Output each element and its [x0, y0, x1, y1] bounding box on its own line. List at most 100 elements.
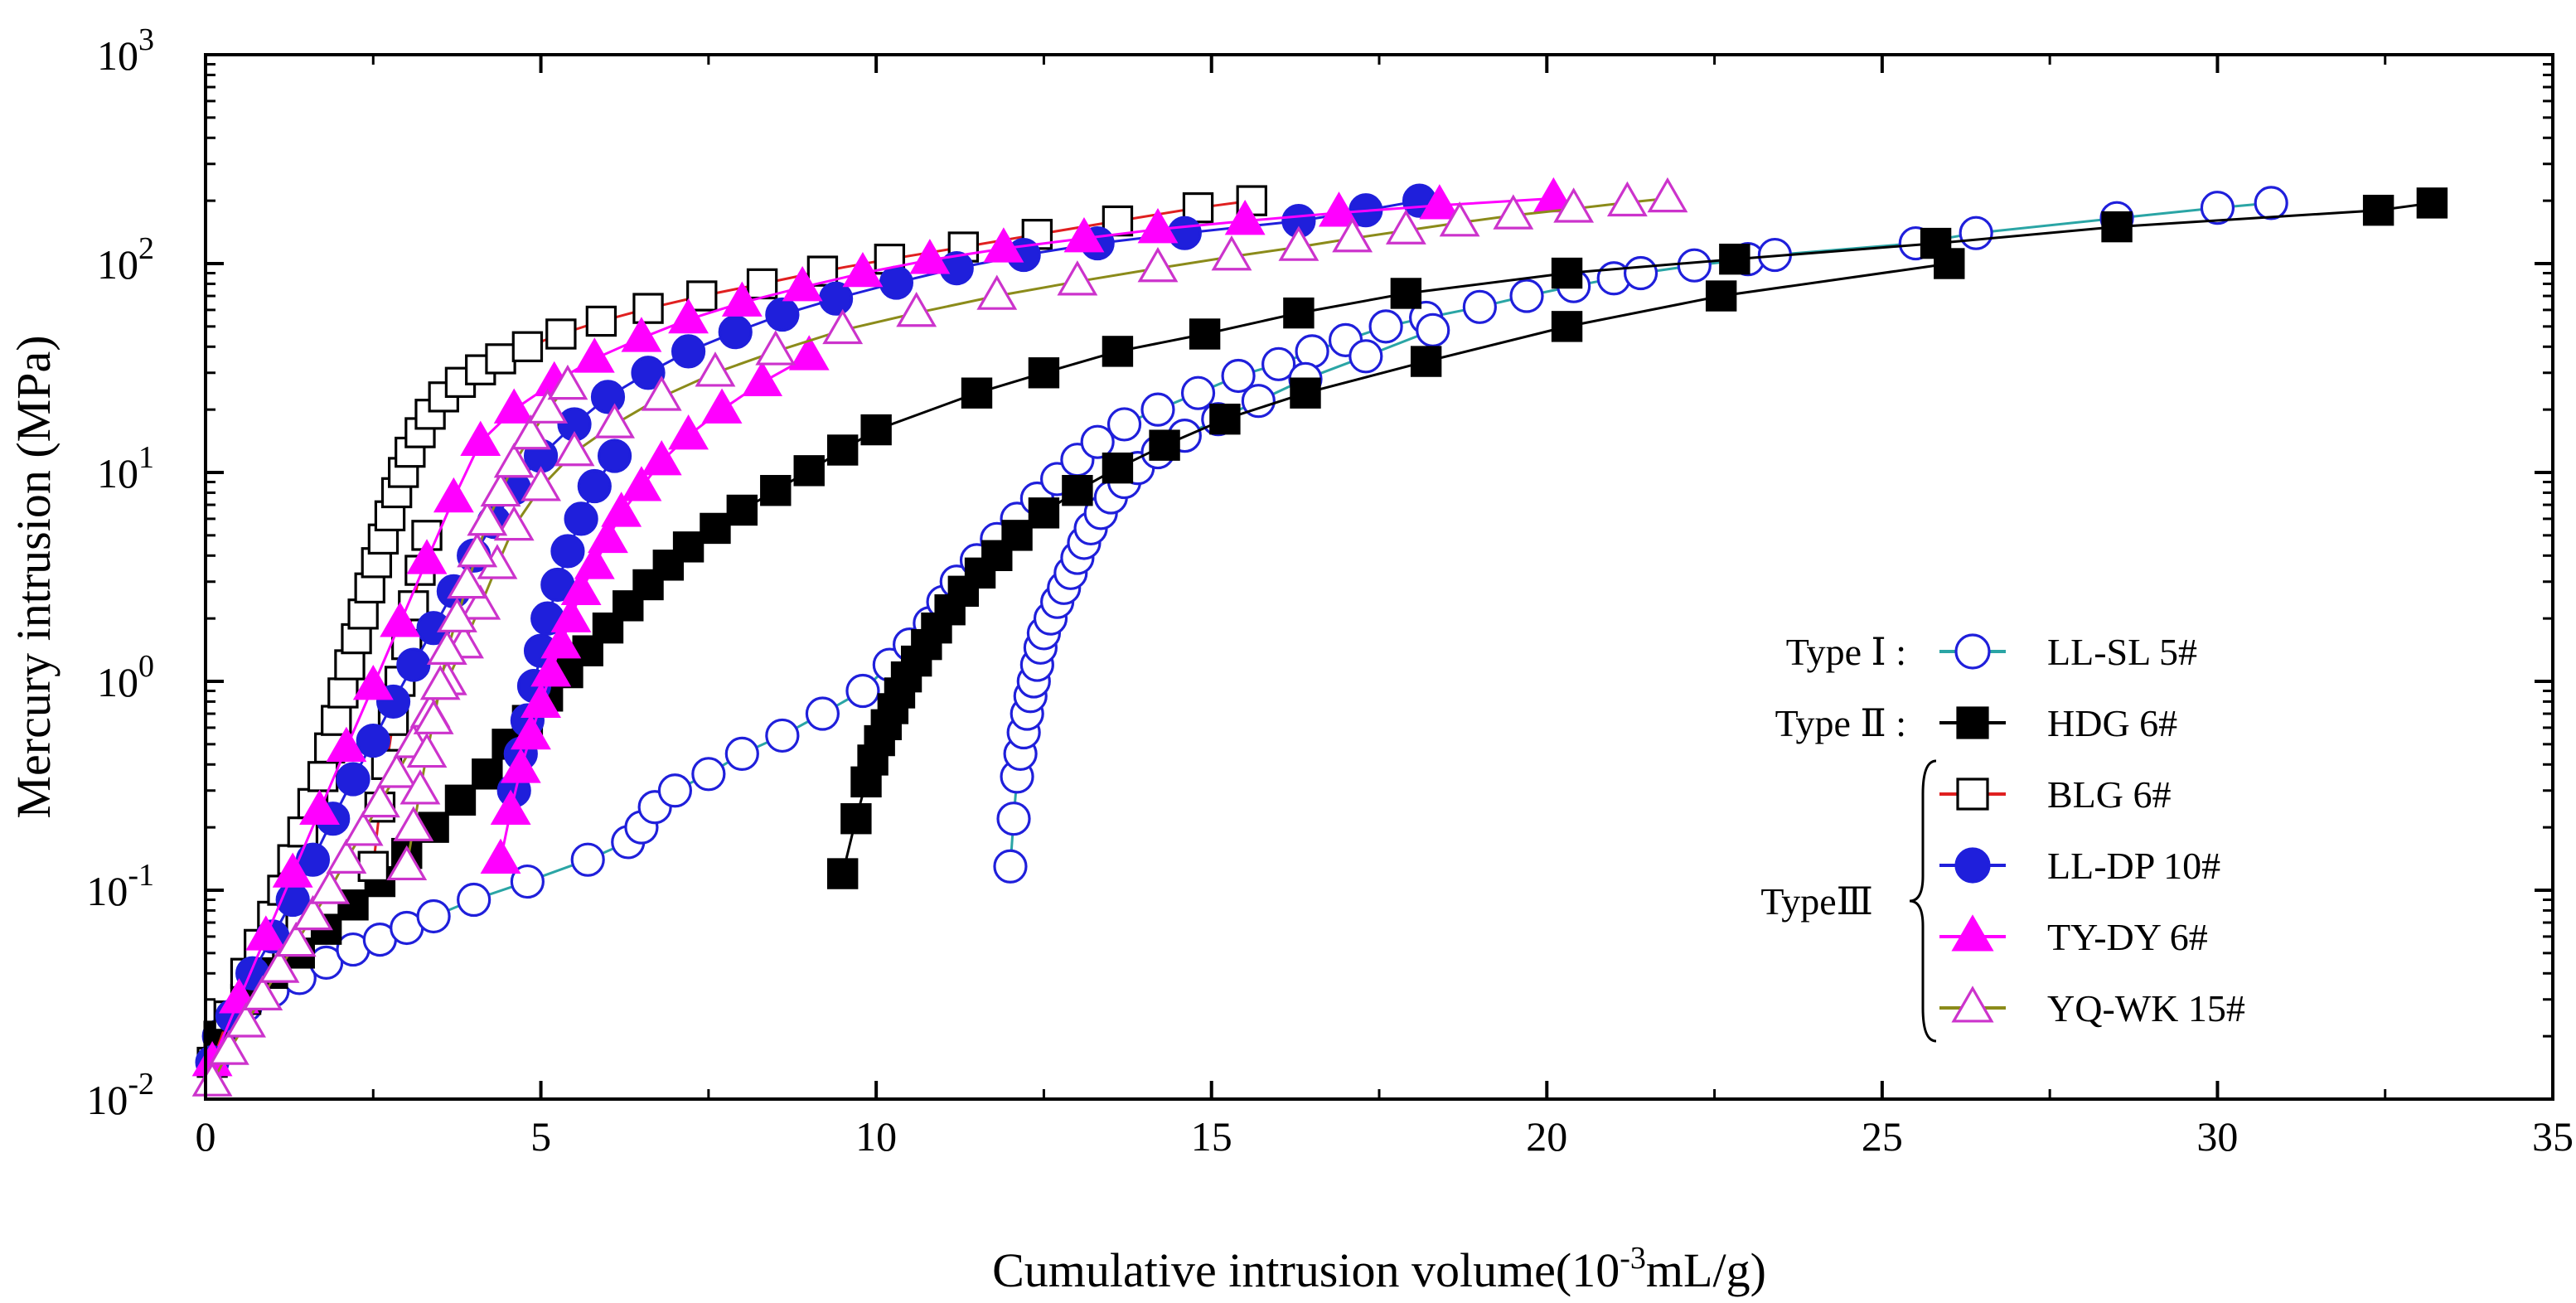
y-tick-label: 101	[97, 440, 154, 496]
data-point	[393, 806, 434, 841]
y-tick-label: 103	[97, 22, 154, 79]
data-point	[433, 477, 474, 513]
data-point	[1224, 199, 1266, 235]
data-point	[547, 364, 588, 400]
data-point	[585, 305, 617, 337]
data-point	[406, 539, 448, 574]
legend-marker	[1951, 986, 1994, 1023]
data-point	[845, 673, 880, 709]
x-tick-label: 10	[855, 1113, 897, 1160]
data-point	[527, 388, 569, 424]
data-point	[1647, 177, 1688, 213]
series-ty-dy-6-branch-	[480, 335, 830, 874]
data-point	[342, 811, 384, 846]
data-point	[560, 569, 602, 606]
data-point	[416, 899, 451, 934]
data-point	[782, 266, 823, 302]
data-point	[632, 293, 664, 324]
data-point	[1140, 392, 1175, 427]
data-point	[1295, 334, 1329, 369]
data-point	[1959, 216, 1993, 250]
data-point	[460, 420, 501, 456]
data-point	[1283, 297, 1315, 329]
data-point	[334, 649, 366, 681]
data-point	[765, 297, 800, 332]
data-point	[976, 274, 1018, 310]
legend-group-label: Type Ⅱ :	[1775, 702, 1906, 744]
data-point	[1368, 309, 1403, 344]
data-point	[1390, 278, 1422, 309]
data-point	[309, 869, 351, 904]
data-point	[1551, 311, 1583, 342]
data-point	[793, 455, 825, 487]
legend-marker	[1956, 777, 1989, 811]
data-point	[760, 475, 792, 506]
data-point	[1149, 429, 1180, 461]
data-point	[621, 317, 662, 352]
data-point	[879, 265, 914, 300]
data-point	[406, 732, 448, 768]
data-point	[1106, 407, 1142, 442]
legend-entry-label: TY-DY 6#	[2047, 916, 2208, 958]
data-point	[1062, 475, 1093, 506]
data-point	[909, 239, 951, 274]
data-point	[1705, 280, 1737, 312]
data-point	[413, 699, 454, 734]
data-point	[1137, 247, 1179, 283]
data-point	[1001, 520, 1033, 551]
data-point	[597, 438, 632, 473]
data-point	[671, 334, 706, 369]
series-ll-sl-5-branch-	[993, 312, 1450, 884]
data-point	[457, 882, 491, 918]
data-point	[386, 845, 428, 881]
data-point	[404, 417, 436, 448]
data-point	[594, 403, 636, 438]
data-point	[1719, 243, 1750, 275]
data-point	[1553, 187, 1595, 223]
data-point	[376, 753, 418, 788]
legend-marker	[1954, 633, 1991, 670]
data-point	[860, 414, 892, 446]
y-tick-label: 10-1	[86, 858, 154, 914]
data-point	[511, 714, 551, 750]
data-point	[457, 531, 498, 568]
data-point	[1509, 279, 1544, 313]
data-point	[961, 377, 993, 409]
data-point	[359, 782, 400, 818]
data-point	[1102, 336, 1134, 367]
legend-group-label: Type Ⅰ :	[1786, 631, 1906, 673]
data-point	[570, 842, 605, 877]
data-point	[1319, 191, 1359, 227]
data-point	[1211, 235, 1252, 271]
data-point	[295, 842, 331, 877]
data-point	[842, 251, 884, 288]
data-point	[326, 838, 367, 874]
data-point	[1028, 357, 1060, 389]
legend-marker	[1954, 847, 1991, 884]
data-point	[840, 803, 872, 835]
legend-entry-label: LL-DP 10#	[2047, 845, 2220, 887]
data-point	[718, 315, 753, 350]
data-point	[1167, 216, 1202, 250]
data-point	[1410, 346, 1442, 377]
data-point	[1385, 209, 1426, 245]
data-point	[1241, 384, 1276, 419]
data-point	[1028, 497, 1060, 529]
data-point	[554, 430, 595, 467]
data-point	[621, 466, 662, 501]
data-point	[242, 975, 283, 1010]
data-point	[550, 534, 585, 569]
data-point	[436, 597, 477, 632]
data-point	[1189, 318, 1221, 350]
data-point	[447, 563, 487, 599]
data-point	[545, 318, 577, 350]
series-line	[405, 385, 569, 867]
data-point	[1057, 260, 1098, 296]
data-point	[1102, 452, 1134, 484]
data-point	[588, 517, 628, 554]
data-point	[590, 380, 626, 414]
data-point	[419, 665, 461, 700]
data-point	[1290, 377, 1321, 409]
data-point	[1551, 257, 1583, 289]
legend: LL-SL 5# HDG 6# BLG 6# LL-DP 10# TY-DY 6# YQ-…	[1760, 631, 2245, 1043]
